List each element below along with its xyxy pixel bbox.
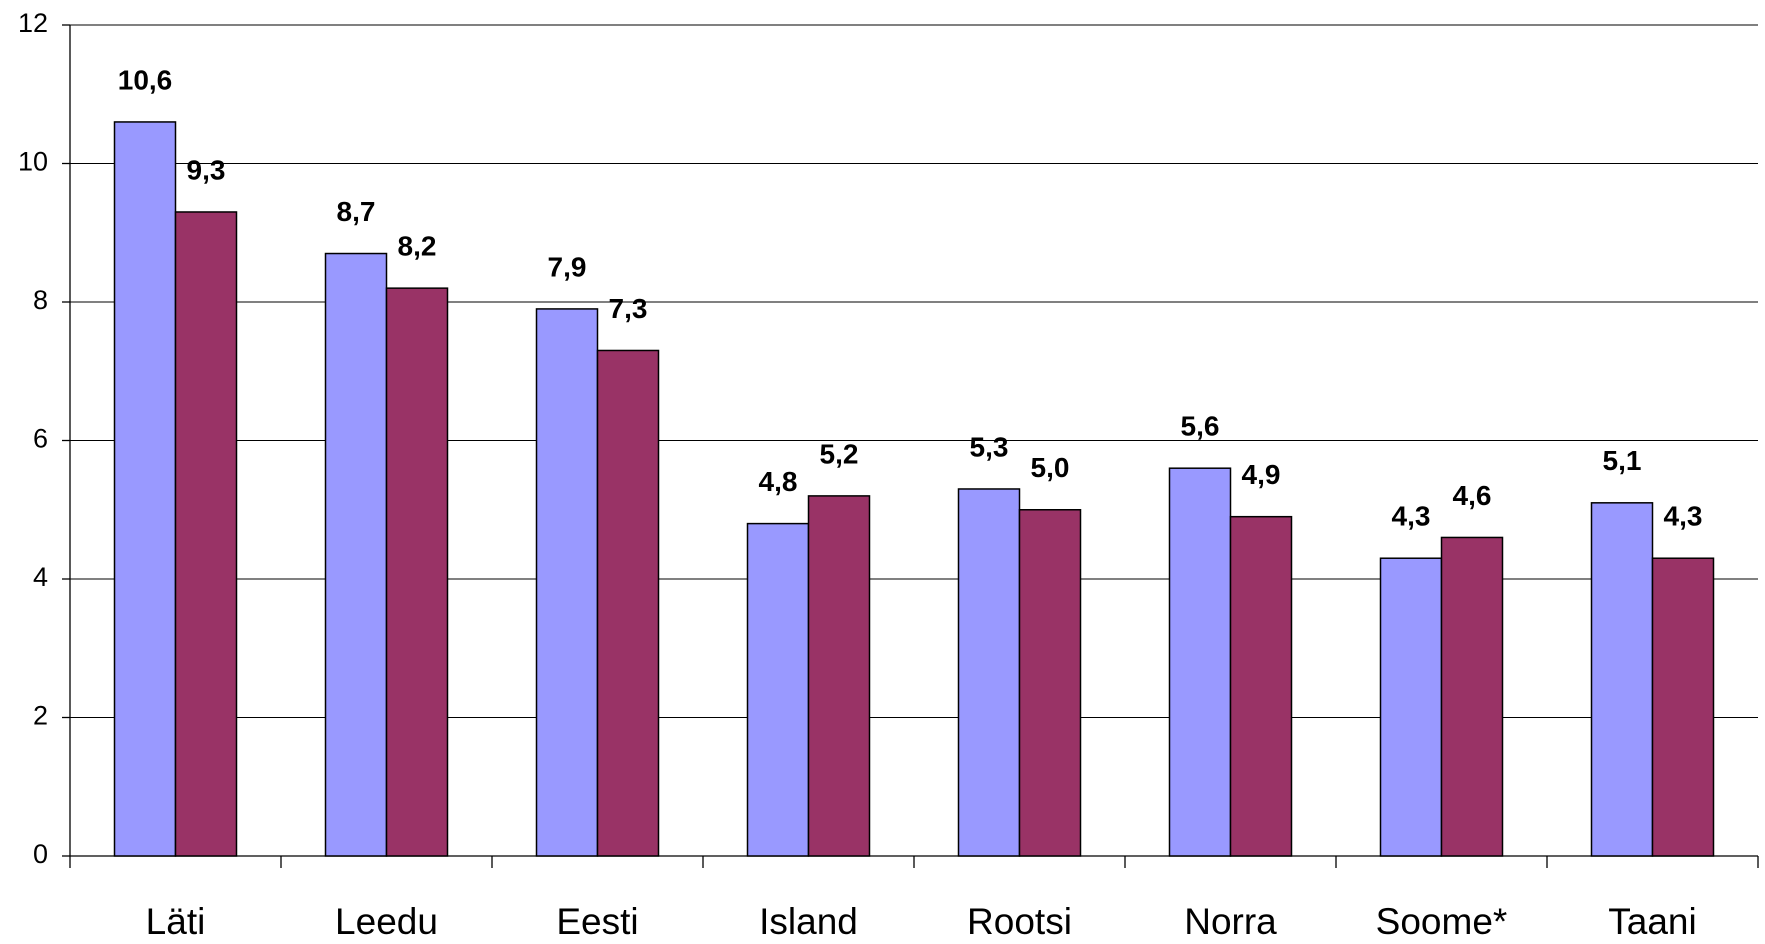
- bar: [1168, 467, 1232, 857]
- bar: [113, 121, 177, 857]
- x-tick-label: Taani: [1608, 901, 1696, 942]
- value-label: 8,7: [337, 196, 376, 227]
- y-tick-label: 4: [33, 562, 48, 592]
- bar: [1440, 536, 1504, 857]
- x-tick-label: Läti: [146, 901, 206, 942]
- bar: [1379, 557, 1443, 857]
- x-tick-label: Eesti: [556, 901, 638, 942]
- bar: [535, 308, 599, 857]
- y-tick-label: 12: [18, 8, 48, 38]
- value-label: 8,2: [398, 231, 437, 262]
- value-label: 5,6: [1181, 411, 1220, 442]
- y-tick-label: 2: [33, 701, 48, 731]
- value-label: 10,6: [118, 64, 173, 95]
- value-label: 4,3: [1664, 501, 1703, 532]
- value-label: 5,3: [970, 431, 1009, 462]
- bar: [1229, 515, 1293, 857]
- value-label: 5,1: [1603, 445, 1642, 476]
- value-label: 4,3: [1392, 501, 1431, 532]
- bar: [596, 349, 660, 857]
- bar: [1018, 509, 1082, 857]
- x-tick-label: Leedu: [335, 901, 438, 942]
- bar: [1651, 557, 1715, 857]
- bar: [324, 252, 388, 857]
- value-label: 7,9: [548, 251, 587, 282]
- x-tick-label: Rootsi: [967, 901, 1072, 942]
- bar: [957, 488, 1021, 857]
- x-tick-label: Soome*: [1376, 901, 1508, 942]
- y-tick-label: 6: [33, 424, 48, 454]
- value-label: 4,6: [1453, 480, 1492, 511]
- value-label: 7,3: [609, 293, 648, 324]
- value-label: 9,3: [187, 154, 226, 185]
- y-tick-label: 10: [18, 147, 48, 177]
- x-tick-label: Island: [759, 901, 858, 942]
- bar: [807, 495, 871, 857]
- value-label: 4,9: [1242, 459, 1281, 490]
- bar: [1590, 502, 1654, 857]
- y-tick-label: 8: [33, 285, 48, 315]
- bar: [746, 522, 810, 857]
- value-label: 5,2: [820, 438, 859, 469]
- x-tick-label: Norra: [1184, 901, 1277, 942]
- bar: [385, 287, 449, 857]
- y-tick-label: 0: [33, 839, 48, 869]
- bar: [174, 211, 238, 857]
- value-label: 4,8: [759, 466, 798, 497]
- value-label: 5,0: [1031, 452, 1070, 483]
